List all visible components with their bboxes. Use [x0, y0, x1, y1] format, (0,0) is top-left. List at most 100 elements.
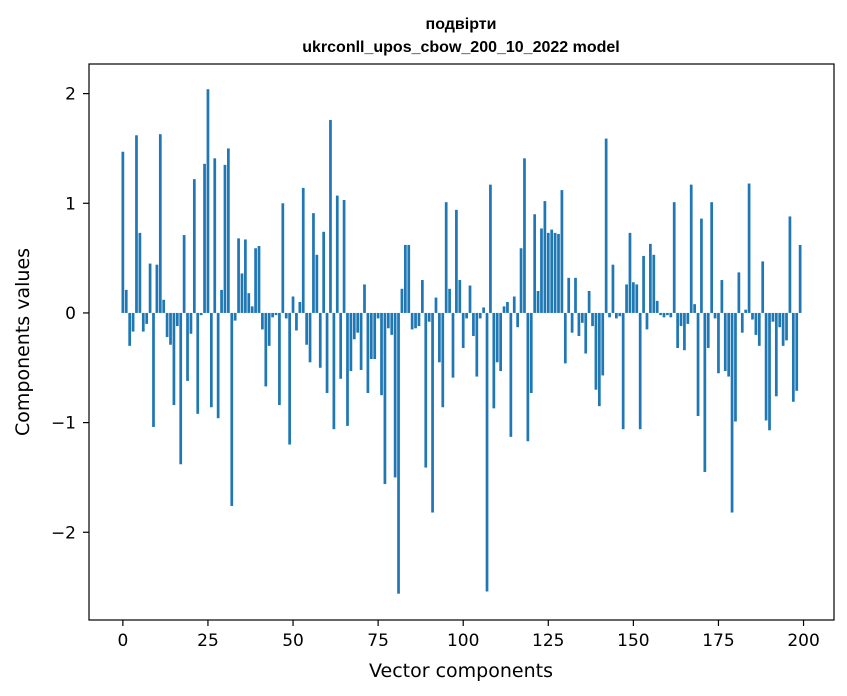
x-axis-label: Vector components: [369, 660, 553, 682]
bar-30: [223, 164, 227, 313]
bar-64: [339, 312, 343, 379]
bar-180: [734, 312, 737, 422]
bar-95: [444, 202, 448, 313]
bar-97: [451, 312, 455, 378]
bar-16: [175, 312, 179, 327]
bar-80: [393, 312, 397, 478]
bar-33: [233, 312, 237, 321]
bar-147: [621, 312, 625, 430]
x-tick-label: 25: [197, 631, 219, 651]
bar-28: [216, 312, 220, 419]
bar-187: [757, 312, 761, 346]
bar-150: [632, 282, 635, 313]
bar-124: [543, 201, 547, 313]
bar-19: [186, 312, 189, 381]
bar-49: [288, 312, 291, 445]
bar-135: [580, 312, 584, 323]
bar-23: [199, 312, 203, 316]
y-tick-label: −2: [51, 523, 76, 543]
bar-191: [771, 312, 775, 322]
bar-168: [693, 304, 696, 313]
bar-112: [502, 306, 506, 313]
bar-15: [172, 312, 176, 406]
bar-151: [635, 284, 639, 313]
bar-7: [145, 312, 149, 324]
bar-3: [131, 312, 135, 332]
bar-188: [761, 261, 765, 313]
bar-192: [774, 312, 778, 397]
bar-105: [478, 312, 482, 319]
bar-128: [557, 233, 560, 313]
bar-129: [560, 190, 564, 313]
bar-69: [356, 312, 360, 333]
bar-198: [795, 312, 799, 391]
bar-94: [441, 312, 445, 408]
bar-130: [563, 312, 567, 364]
bars-group: [121, 89, 802, 594]
bar-167: [689, 184, 693, 313]
x-tick-label: 50: [282, 631, 304, 651]
bar-166: [686, 312, 690, 324]
bar-193: [778, 312, 782, 328]
bar-145: [614, 312, 618, 319]
bar-91: [431, 312, 434, 513]
bar-121: [533, 214, 537, 313]
bar-11: [158, 134, 162, 313]
bar-111: [499, 312, 503, 372]
bar-1: [124, 289, 128, 313]
bar-106: [482, 307, 485, 313]
x-tick-label: 200: [787, 631, 819, 651]
bar-120: [529, 312, 533, 393]
bar-20: [189, 312, 193, 334]
bar-17: [179, 312, 183, 465]
bar-138: [591, 312, 594, 327]
y-axis-label: Components values: [12, 248, 34, 436]
bar-110: [495, 312, 499, 363]
bar-149: [628, 232, 632, 313]
bar-9: [152, 312, 155, 427]
bar-173: [710, 202, 714, 313]
bar-155: [649, 243, 652, 313]
x-tick-label: 150: [617, 631, 649, 651]
bar-63: [335, 195, 339, 313]
y-tick-label: −1: [51, 414, 76, 434]
bar-171: [703, 312, 707, 472]
bar-92: [434, 297, 438, 313]
bar-114: [509, 312, 513, 437]
bar-133: [574, 277, 577, 313]
bar-136: [584, 312, 588, 354]
bar-27: [213, 158, 217, 313]
bar-115: [512, 296, 516, 313]
bar-12: [162, 299, 166, 313]
chart-title-line2: ukrconll_upos_cbow_200_10_2022 model: [302, 39, 619, 56]
bar-74: [373, 312, 377, 359]
bar-156: [652, 254, 656, 313]
bar-52: [298, 301, 302, 313]
bar-99: [458, 280, 462, 313]
bar-161: [669, 312, 673, 318]
bar-48: [284, 312, 288, 319]
bar-117: [519, 248, 523, 313]
bar-6: [141, 312, 145, 332]
bar-108: [489, 184, 492, 313]
y-axis-ticks: 2 1 0 −1 −2: [51, 85, 89, 543]
bar-131: [567, 277, 571, 313]
bar-51: [295, 312, 298, 331]
bar-56: [312, 213, 315, 313]
bar-39: [254, 248, 257, 313]
bar-165: [683, 312, 686, 351]
bar-197: [791, 312, 795, 402]
bar-40: [257, 246, 261, 313]
bar-87: [417, 312, 421, 327]
bar-127: [553, 232, 557, 313]
bar-174: [713, 312, 717, 319]
bar-90: [427, 312, 431, 322]
bar-0: [121, 151, 125, 313]
bar-96: [448, 288, 451, 313]
bar-8: [148, 263, 152, 313]
bar-66: [346, 312, 349, 426]
bar-93: [438, 312, 441, 363]
bar-190: [768, 312, 771, 431]
bar-82: [400, 288, 404, 313]
bar-181: [737, 272, 741, 313]
